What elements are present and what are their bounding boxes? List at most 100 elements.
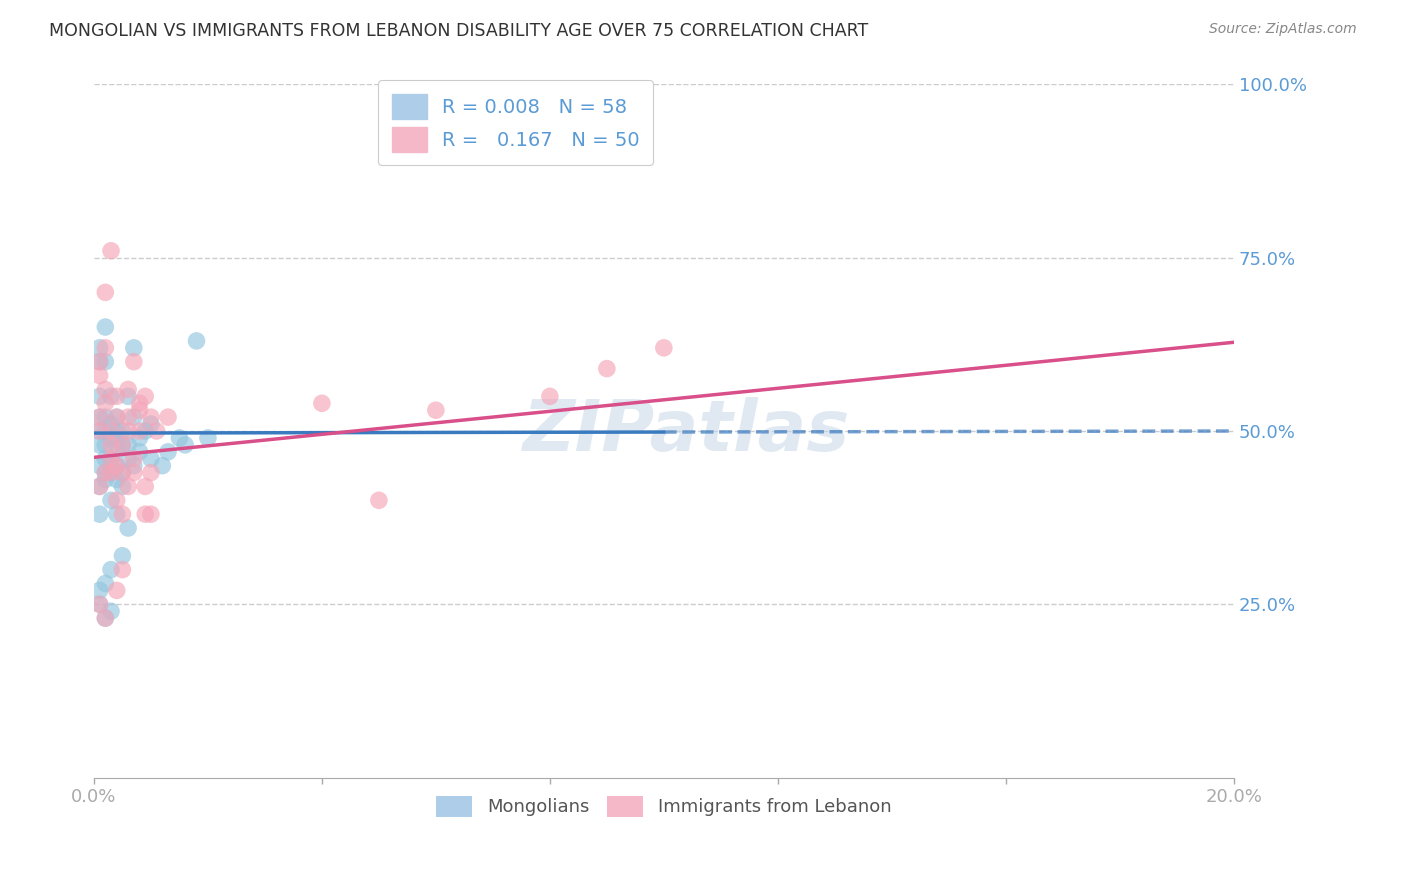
Point (105, 458, 128, 473)
Point (139, 410, 162, 425)
Point (94, 383, 117, 397)
Point (111, 438, 134, 452)
Point (134, 479, 156, 493)
Point (100, 417, 122, 431)
Point (139, 417, 162, 431)
Point (111, 563, 134, 577)
Point (105, 438, 128, 452)
Point (89, 583, 111, 598)
Point (100, 424, 122, 438)
Point (94, 466, 117, 480)
Point (100, 389, 122, 403)
Point (117, 389, 139, 403)
Point (94, 466, 117, 480)
Point (157, 410, 180, 425)
Point (105, 410, 128, 425)
Point (128, 396, 150, 410)
Point (89, 479, 111, 493)
Point (538, 389, 561, 403)
Point (197, 431, 219, 445)
Point (100, 451, 122, 466)
Point (89, 354, 111, 368)
Point (122, 341, 145, 355)
Point (89, 507, 111, 521)
Point (596, 361, 619, 376)
Point (94, 576, 117, 591)
Point (139, 507, 162, 521)
Point (100, 438, 122, 452)
Point (117, 438, 139, 452)
Point (128, 424, 150, 438)
Point (117, 521, 139, 535)
Point (94, 354, 117, 368)
Point (134, 424, 156, 438)
Point (105, 458, 128, 473)
Point (117, 383, 139, 397)
Point (105, 473, 128, 487)
Point (89, 479, 111, 493)
Point (169, 431, 191, 445)
Point (100, 451, 122, 466)
Point (94, 410, 117, 425)
Point (145, 424, 167, 438)
Point (111, 507, 134, 521)
Point (117, 424, 139, 438)
Point (89, 597, 111, 611)
Point (94, 473, 117, 487)
Point (105, 424, 128, 438)
Point (94, 341, 117, 355)
Point (139, 451, 162, 466)
Point (105, 410, 128, 425)
Point (94, 320, 117, 334)
Point (100, 466, 122, 480)
Point (186, 334, 208, 348)
Point (94, 424, 117, 438)
Point (100, 244, 122, 258)
Point (89, 368, 111, 383)
Point (652, 341, 675, 355)
Point (111, 479, 134, 493)
Point (94, 451, 117, 466)
Text: MONGOLIAN VS IMMIGRANTS FROM LEBANON DISABILITY AGE OVER 75 CORRELATION CHART: MONGOLIAN VS IMMIGRANTS FROM LEBANON DIS… (49, 22, 869, 40)
Point (100, 431, 122, 445)
Point (105, 389, 128, 403)
Point (122, 458, 145, 473)
Point (122, 410, 145, 425)
Point (94, 285, 117, 300)
Point (100, 563, 122, 577)
Point (89, 597, 111, 611)
Point (111, 466, 134, 480)
Point (122, 451, 145, 466)
Point (157, 444, 180, 458)
Point (94, 611, 117, 625)
Point (134, 507, 156, 521)
Point (117, 410, 139, 425)
Point (117, 479, 139, 493)
Point (89, 438, 111, 452)
Point (89, 341, 111, 355)
Point (100, 604, 122, 618)
Point (122, 354, 145, 368)
Point (94, 396, 117, 410)
Point (89, 410, 111, 425)
Point (105, 493, 128, 508)
Point (111, 438, 134, 452)
Point (311, 396, 333, 410)
Point (105, 583, 128, 598)
Point (89, 389, 111, 403)
Point (367, 493, 389, 508)
Legend: Mongolians, Immigrants from Lebanon: Mongolians, Immigrants from Lebanon (429, 789, 898, 824)
Point (94, 438, 117, 452)
Point (128, 403, 150, 417)
Point (111, 424, 134, 438)
Text: Source: ZipAtlas.com: Source: ZipAtlas.com (1209, 22, 1357, 37)
Point (111, 466, 134, 480)
Point (122, 466, 145, 480)
Point (89, 458, 111, 473)
Point (174, 438, 197, 452)
Point (111, 549, 134, 563)
Point (89, 424, 111, 438)
Point (94, 611, 117, 625)
Point (139, 466, 162, 480)
Point (117, 451, 139, 466)
